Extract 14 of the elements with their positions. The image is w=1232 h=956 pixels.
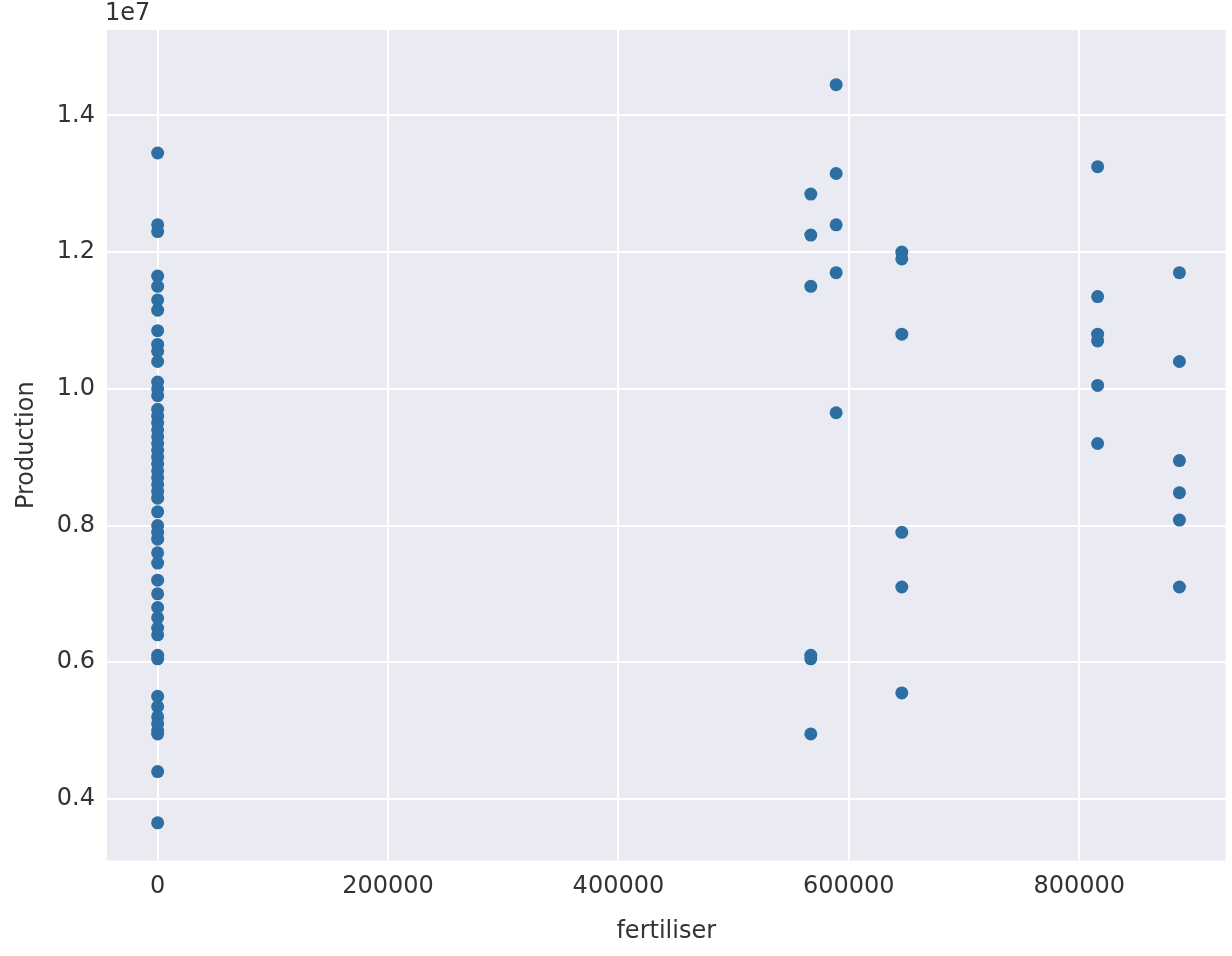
y-tick-label: 1.4	[56, 99, 95, 128]
y-tick-label: 1.0	[56, 373, 95, 402]
y-axis-title: Production	[10, 381, 39, 510]
x-tick-label: 800000	[1033, 871, 1126, 900]
y-tick-label: 1.2	[56, 236, 95, 265]
x-tick-label: 200000	[342, 871, 434, 900]
text: 1e7	[104, 0, 151, 27]
x-tick-label: 0	[150, 871, 166, 900]
y-tick-label: 0.8	[56, 509, 95, 538]
y-tick-label: 0.4	[56, 783, 95, 812]
x-axis-title: fertiliser	[616, 915, 717, 944]
x-tick-label: 400000	[572, 871, 665, 900]
x-tick-label: 600000	[803, 871, 895, 900]
y-tick-label: 0.6	[56, 646, 95, 675]
